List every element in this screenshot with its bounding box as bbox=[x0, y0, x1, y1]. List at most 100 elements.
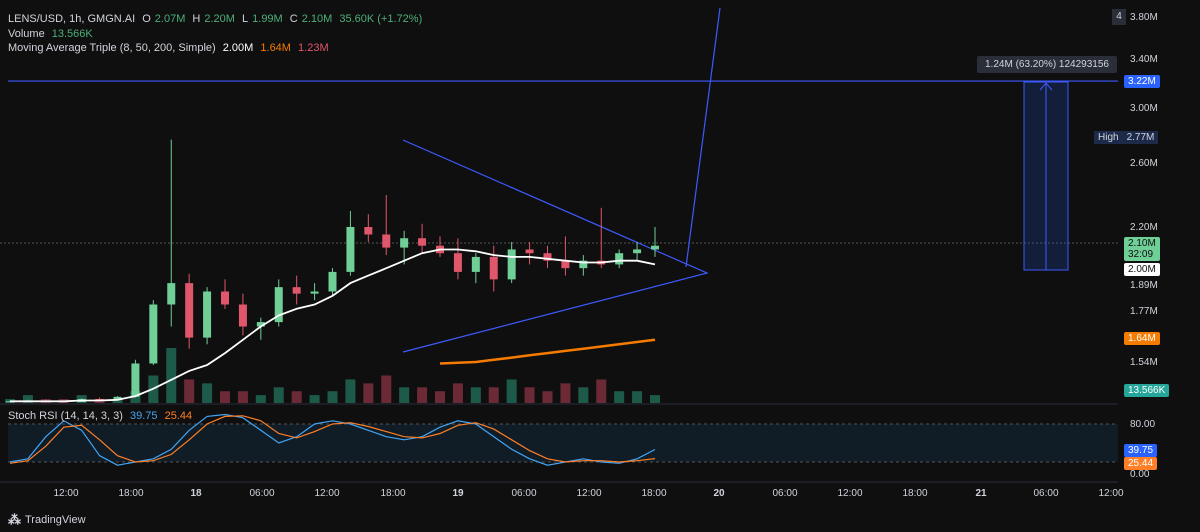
last-price-tag: 2.10M 32:09 bbox=[1124, 237, 1160, 261]
stoch-tick-label: 80.00 bbox=[1130, 419, 1155, 430]
tradingview-logo[interactable]: ⁂ TradingView bbox=[8, 512, 86, 528]
x-tick-label: 18:00 bbox=[118, 488, 143, 499]
y-tick-label: 3.40M bbox=[1130, 54, 1158, 65]
ma50-price-tag: 1.64M bbox=[1124, 332, 1160, 345]
countdown-value: 32:09 bbox=[1128, 249, 1154, 260]
y-tick-label: 1.89M bbox=[1130, 280, 1158, 291]
candle-body bbox=[525, 249, 534, 254]
tradingview-logo-icon: ⁂ bbox=[8, 512, 21, 527]
volume-bar bbox=[506, 379, 517, 403]
last-price-value: 2.10M bbox=[1128, 238, 1156, 249]
volume-bar bbox=[399, 387, 410, 403]
volume-value: 13.566K bbox=[51, 28, 93, 40]
candle-body bbox=[131, 363, 140, 397]
candle-body bbox=[364, 227, 373, 235]
volume-bar bbox=[220, 391, 230, 403]
y-tick-label: 1.77M bbox=[1130, 306, 1158, 317]
volume-bar bbox=[166, 348, 177, 403]
candle-body bbox=[328, 271, 337, 292]
x-tick-label: 19 bbox=[452, 488, 464, 499]
ma50-value: 1.64M bbox=[260, 42, 291, 54]
x-tick-label: 18:00 bbox=[902, 488, 927, 499]
candle-body bbox=[167, 283, 176, 305]
stoch-band bbox=[8, 424, 1118, 462]
volume-bar bbox=[560, 383, 571, 403]
close-value: 2.10M bbox=[301, 13, 333, 25]
candle-body bbox=[203, 291, 212, 338]
high-value: 2.20M bbox=[204, 13, 235, 25]
candle-body bbox=[310, 291, 319, 294]
stoch-k-tag: 39.75 bbox=[1124, 444, 1158, 457]
open-value: 2.07M bbox=[154, 13, 186, 25]
candle-body bbox=[507, 249, 516, 280]
ma8-line bbox=[10, 248, 656, 403]
volume-bar bbox=[184, 379, 195, 403]
volume-bar bbox=[435, 391, 445, 403]
volume-bar bbox=[632, 391, 643, 403]
candle-body bbox=[221, 291, 229, 305]
volume-bar bbox=[417, 387, 428, 403]
candle-body bbox=[651, 245, 659, 250]
candle-body bbox=[418, 238, 427, 246]
ma200-value: 1.23M bbox=[298, 42, 329, 54]
y-tick-label: 3.80M bbox=[1130, 12, 1158, 23]
x-tick-label: 06:00 bbox=[511, 488, 536, 499]
x-tick-label: 12:00 bbox=[314, 488, 339, 499]
volume-bar bbox=[202, 383, 213, 403]
candle-body bbox=[471, 256, 480, 272]
candle-body bbox=[400, 238, 409, 248]
high-marker-value: 2.77M bbox=[1122, 131, 1159, 144]
volume-bar bbox=[273, 387, 284, 403]
ma8-value: 2.00M bbox=[222, 42, 254, 54]
scale-button[interactable]: 4 bbox=[1112, 9, 1126, 25]
stoch-label[interactable]: Stoch RSI (14, 14, 3, 3) bbox=[8, 410, 123, 422]
x-tick-label: 12:00 bbox=[837, 488, 862, 499]
ma8-price-tag: 2.00M bbox=[1124, 263, 1160, 276]
candle-body bbox=[346, 227, 355, 272]
x-tick-label: 12:00 bbox=[576, 488, 601, 499]
volume-bar bbox=[112, 399, 123, 403]
stoch-legend: Stoch RSI (14, 14, 3, 3) 39.75 25.44 bbox=[8, 410, 196, 422]
candle-body bbox=[95, 399, 104, 401]
volume-bar bbox=[291, 391, 302, 403]
candle-body bbox=[579, 260, 588, 269]
x-tick-label: 12:00 bbox=[53, 488, 78, 499]
y-tick-label: 3.00M bbox=[1130, 103, 1158, 114]
stoch-tick-label: 0.00 bbox=[1130, 469, 1150, 480]
volume-bar bbox=[614, 391, 625, 403]
x-tick-label: 06:00 bbox=[772, 488, 797, 499]
x-tick-label: 06:00 bbox=[249, 488, 274, 499]
ma-legend: Moving Average Triple (8, 50, 200, Simpl… bbox=[8, 42, 333, 54]
line-price-tag: 3.22M bbox=[1124, 75, 1160, 88]
volume-legend: Volume 13.566K bbox=[8, 28, 97, 40]
volume-bar bbox=[524, 387, 535, 403]
volume-bar bbox=[381, 375, 392, 403]
symbol-title[interactable]: LENS/USD, 1h, GMGN.AI bbox=[8, 13, 136, 25]
change-value: 35.60K (+1.72%) bbox=[339, 13, 423, 25]
x-tick-label: 12:00 bbox=[1098, 488, 1123, 499]
projection-line bbox=[685, 7, 721, 268]
candle-body bbox=[256, 322, 265, 327]
y-tick-label: 2.20M bbox=[1130, 222, 1158, 233]
volume-label[interactable]: Volume bbox=[8, 28, 45, 40]
brand-label: TradingView bbox=[25, 514, 86, 526]
x-tick-label: 06:00 bbox=[1033, 488, 1058, 499]
volume-bar bbox=[470, 387, 481, 403]
low-value: 1.99M bbox=[252, 13, 283, 25]
volume-bar bbox=[309, 395, 320, 403]
candle-body bbox=[489, 256, 498, 280]
stoch-d-value: 25.44 bbox=[164, 410, 193, 422]
y-tick-label: 2.60M bbox=[1130, 158, 1158, 169]
ma-label[interactable]: Moving Average Triple (8, 50, 200, Simpl… bbox=[8, 42, 216, 54]
volume-bar bbox=[255, 395, 266, 403]
stoch-k-value: 39.75 bbox=[130, 410, 158, 422]
volume-bar bbox=[542, 391, 553, 403]
x-tick-label: 18:00 bbox=[641, 488, 666, 499]
stoch-d-tag: 25.44 bbox=[1124, 457, 1158, 470]
volume-bar bbox=[578, 387, 589, 403]
candle-body bbox=[292, 287, 301, 294]
candle-body bbox=[633, 249, 642, 254]
volume-bar bbox=[596, 379, 607, 403]
candle-body bbox=[615, 253, 624, 265]
